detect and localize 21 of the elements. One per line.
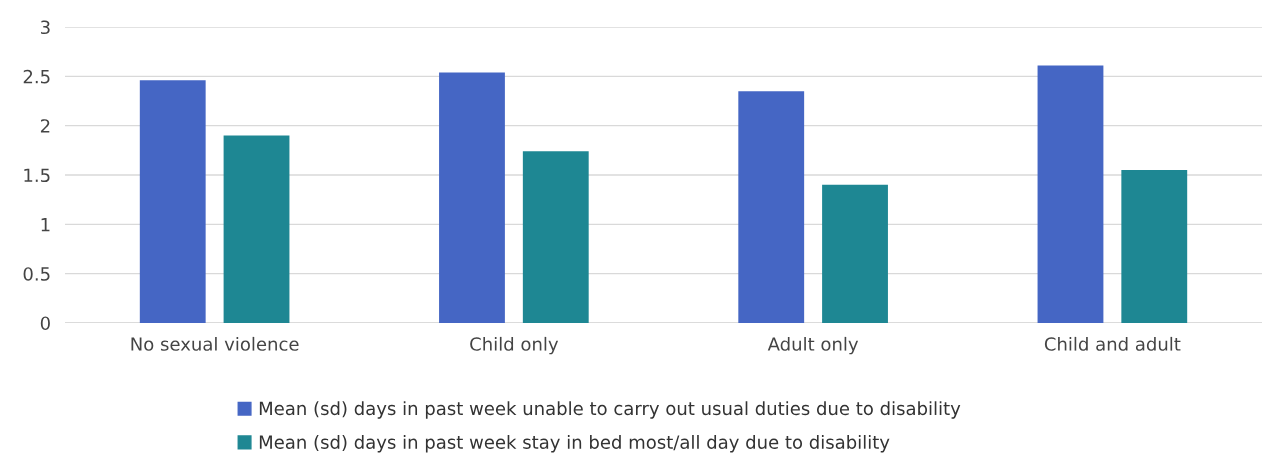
x-tick-label: Adult only: [767, 336, 859, 355]
y-tick-label: 2: [40, 119, 50, 133]
bar: [522, 151, 589, 323]
bar: [439, 72, 505, 323]
bar: [1037, 65, 1104, 323]
bar: [139, 80, 206, 323]
bar: [822, 184, 888, 323]
y-tick-label: 3: [41, 20, 50, 35]
bar: [223, 135, 290, 323]
x-tick-label: Child and adult: [1044, 336, 1181, 351]
bar: [1121, 170, 1188, 323]
y-tick-label: 1.5: [24, 168, 50, 183]
x-tick-label: No sexual violence: [131, 336, 299, 351]
y-tick-label: 0.5: [23, 267, 50, 281]
y-tick-label: 1: [41, 218, 50, 232]
legend-label: Mean (sd) days in past week stay in bed most/all day due to disability: [259, 434, 890, 453]
y-tick-label: 0: [40, 316, 50, 331]
x-tick-label: Child only: [470, 336, 559, 355]
bar: [738, 91, 805, 323]
y-tick-label: 2.5: [23, 69, 50, 84]
legend-label: Mean (sd) days in past week unable to carry out usual duties due to disability: [259, 401, 961, 419]
